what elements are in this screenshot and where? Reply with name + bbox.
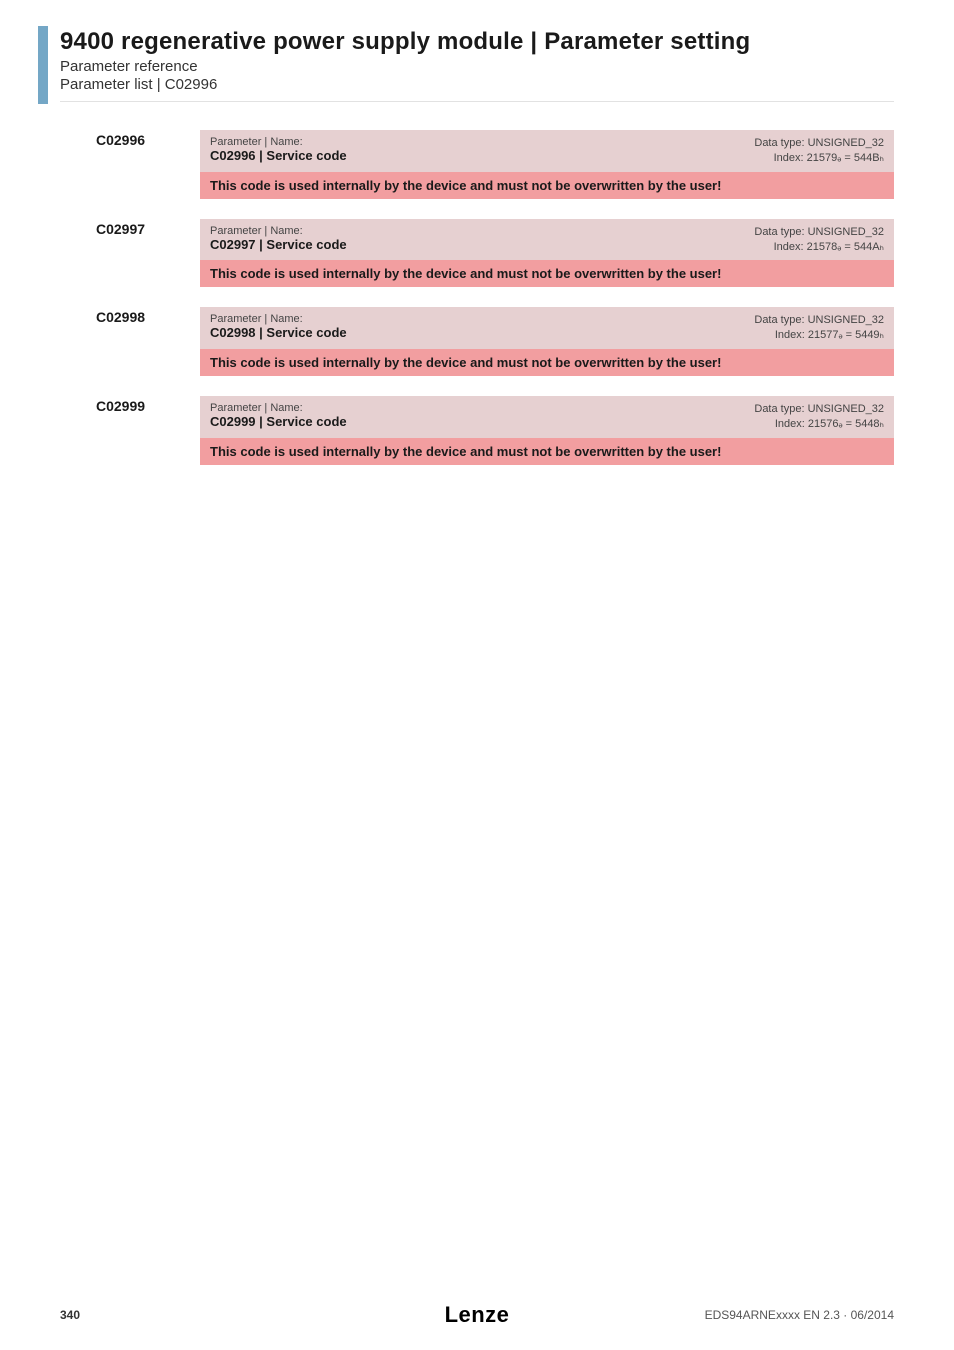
parameter-code: C02997	[96, 219, 186, 288]
parameter-block: C02998 Parameter | Name: C02998 | Servic…	[96, 307, 894, 376]
breadcrumb: Parameter list | C02996	[60, 76, 894, 93]
brand-logo: Lenze	[445, 1302, 510, 1328]
parameter-label: Parameter | Name:	[210, 313, 347, 325]
parameter-block: C02996 Parameter | Name: C02996 | Servic…	[96, 130, 894, 199]
accent-bar	[38, 26, 48, 104]
parameter-index: Index: 21576ₔ = 5448ₕ	[754, 417, 884, 432]
page-subtitle: Parameter reference	[60, 58, 894, 75]
parameter-label: Parameter | Name:	[210, 136, 347, 148]
parameter-label: Parameter | Name:	[210, 225, 347, 237]
parameter-warning: This code is used internally by the devi…	[200, 172, 894, 199]
parameter-datatype: Data type: UNSIGNED_32	[754, 313, 884, 328]
parameter-datatype: Data type: UNSIGNED_32	[754, 402, 884, 417]
parameter-header: Parameter | Name: C02998 | Service code …	[200, 307, 894, 349]
parameter-datatype: Data type: UNSIGNED_32	[754, 225, 884, 240]
parameter-index: Index: 21577ₔ = 5449ₕ	[754, 328, 884, 343]
parameter-warning: This code is used internally by the devi…	[200, 349, 894, 376]
page: 9400 regenerative power supply module | …	[0, 0, 954, 1350]
parameter-warning: This code is used internally by the devi…	[200, 438, 894, 465]
parameter-list: C02996 Parameter | Name: C02996 | Servic…	[96, 130, 894, 465]
parameter-block: C02999 Parameter | Name: C02999 | Servic…	[96, 396, 894, 465]
parameter-name: C02996 | Service code	[210, 148, 347, 163]
parameter-header: Parameter | Name: C02997 | Service code …	[200, 219, 894, 261]
parameter-index: Index: 21579ₔ = 544Bₕ	[754, 151, 884, 166]
doc-id: EDS94ARNExxxx EN 2.3 · 06/2014	[705, 1308, 894, 1322]
parameter-name: C02998 | Service code	[210, 325, 347, 340]
parameter-block: C02997 Parameter | Name: C02997 | Servic…	[96, 219, 894, 288]
parameter-header: Parameter | Name: C02996 | Service code …	[200, 130, 894, 172]
header: 9400 regenerative power supply module | …	[60, 28, 894, 93]
parameter-name: C02997 | Service code	[210, 237, 347, 252]
parameter-datatype: Data type: UNSIGNED_32	[754, 136, 884, 151]
parameter-code: C02998	[96, 307, 186, 376]
parameter-code: C02999	[96, 396, 186, 465]
parameter-code: C02996	[96, 130, 186, 199]
header-divider	[60, 101, 894, 102]
parameter-label: Parameter | Name:	[210, 402, 347, 414]
parameter-header: Parameter | Name: C02999 | Service code …	[200, 396, 894, 438]
parameter-name: C02999 | Service code	[210, 414, 347, 429]
page-number: 340	[60, 1308, 80, 1322]
footer: 340 Lenze EDS94ARNExxxx EN 2.3 · 06/2014	[60, 1308, 894, 1322]
parameter-index: Index: 21578ₔ = 544Aₕ	[754, 240, 884, 255]
parameter-warning: This code is used internally by the devi…	[200, 260, 894, 287]
page-title: 9400 regenerative power supply module | …	[60, 28, 894, 56]
